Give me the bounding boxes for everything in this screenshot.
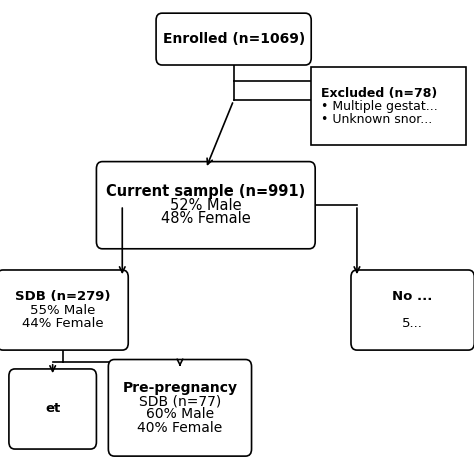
FancyBboxPatch shape (9, 369, 96, 449)
Text: Enrolled (n=1069): Enrolled (n=1069) (163, 32, 305, 46)
FancyBboxPatch shape (0, 270, 128, 350)
Text: 5...: 5... (402, 317, 423, 330)
Text: SDB (n=279): SDB (n=279) (15, 291, 110, 303)
Text: No ...: No ... (392, 291, 433, 303)
Text: Current sample (n=991): Current sample (n=991) (106, 184, 305, 200)
Text: Excluded (n=78): Excluded (n=78) (321, 87, 438, 100)
FancyBboxPatch shape (109, 359, 252, 456)
FancyBboxPatch shape (351, 270, 474, 350)
Text: • Multiple gestat...: • Multiple gestat... (321, 100, 438, 113)
FancyBboxPatch shape (311, 67, 466, 145)
Text: 52% Male: 52% Male (170, 198, 242, 213)
Text: • Unknown snor...: • Unknown snor... (321, 113, 432, 126)
Text: 60% Male: 60% Male (146, 408, 214, 421)
Text: 55% Male: 55% Male (30, 303, 95, 317)
FancyBboxPatch shape (156, 13, 311, 65)
Text: Pre-pregnancy: Pre-pregnancy (122, 381, 237, 395)
Text: 48% Female: 48% Female (161, 211, 251, 226)
Text: et: et (45, 402, 60, 416)
Text: 44% Female: 44% Female (22, 317, 103, 330)
Text: SDB (n=77): SDB (n=77) (139, 394, 221, 408)
Text: 40% Female: 40% Female (137, 420, 223, 435)
FancyBboxPatch shape (96, 162, 315, 249)
